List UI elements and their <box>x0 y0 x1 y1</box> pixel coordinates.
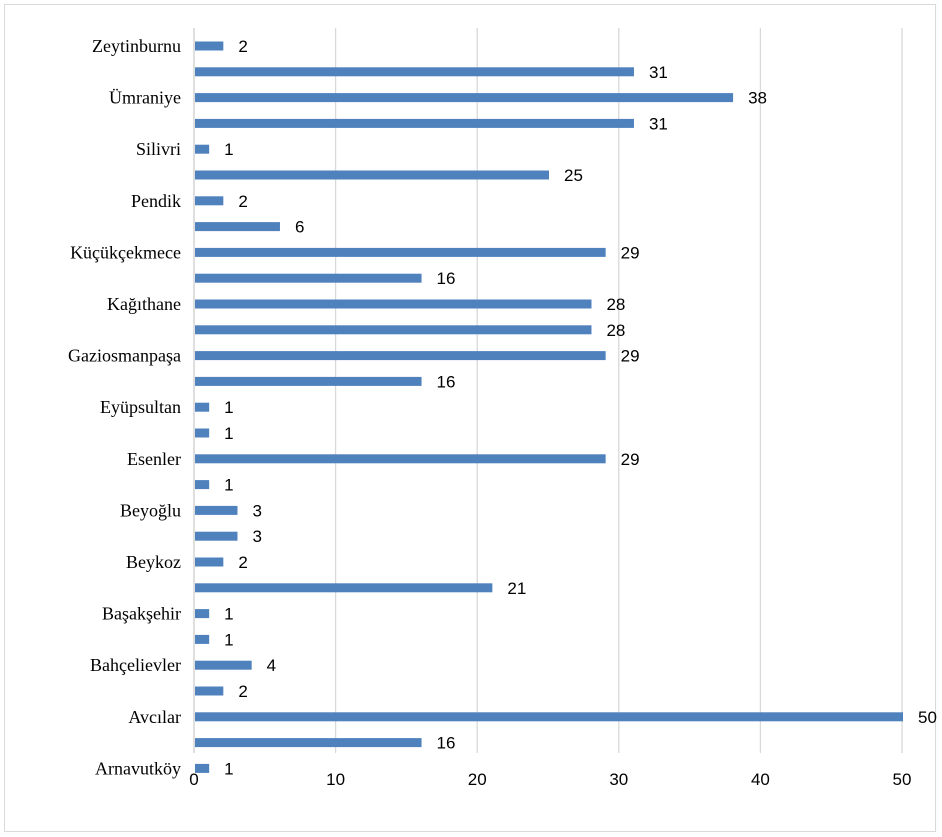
category-label: Gaziosmanpaşa <box>68 346 181 366</box>
category-label: Beyoğlu <box>120 500 181 520</box>
bar <box>195 144 210 154</box>
bar <box>195 376 422 386</box>
bar <box>195 325 592 335</box>
data-label: 4 <box>267 656 276 675</box>
category-label: Ümraniye <box>109 88 181 108</box>
bar <box>195 557 224 567</box>
data-label: 28 <box>606 295 625 314</box>
bar <box>195 170 549 180</box>
bar <box>195 738 422 748</box>
data-label: 1 <box>224 424 233 443</box>
bar <box>195 41 224 51</box>
data-label: 6 <box>295 218 304 237</box>
data-label: 3 <box>252 501 261 520</box>
category-label: Zeytinburnu <box>92 36 181 56</box>
bar <box>195 480 210 490</box>
gridlines <box>193 28 903 753</box>
bar <box>195 428 210 438</box>
data-label: 25 <box>564 166 583 185</box>
category-label: Kağıthane <box>107 294 181 314</box>
bar-chart: 0 10 20 30 40 502Zeytinburnu3138Ümraniye311Si… <box>68 28 937 789</box>
category-label: Küçükçekmece <box>70 242 181 262</box>
data-label: 1 <box>224 759 233 778</box>
data-label: 50 <box>918 708 937 727</box>
x-tick-label: 30 <box>609 770 628 789</box>
bar <box>195 763 210 773</box>
bar <box>195 196 224 206</box>
bars <box>195 41 903 773</box>
data-label: 28 <box>606 321 625 340</box>
data-label: 16 <box>437 372 456 391</box>
data-label: 3 <box>252 527 261 546</box>
x-tick-label: 20 <box>468 770 487 789</box>
data-label: 31 <box>649 114 668 133</box>
bar <box>195 609 210 619</box>
category-label: Esenler <box>127 449 181 469</box>
data-label: 31 <box>649 63 668 82</box>
bar <box>195 454 606 464</box>
bar <box>195 247 606 257</box>
labels: 0 10 20 30 40 502Zeytinburnu3138Ümraniye311Si… <box>68 36 937 789</box>
bar <box>195 67 634 77</box>
data-label: 1 <box>224 605 233 624</box>
bar <box>195 686 224 696</box>
category-label: Eyüpsultan <box>100 397 181 417</box>
bar <box>195 93 734 103</box>
data-label: 16 <box>437 734 456 753</box>
bar <box>195 634 210 644</box>
bar <box>195 531 238 541</box>
bar <box>195 118 634 128</box>
chart-frame: 0 10 20 30 40 50 2 Zeytinburnu 31 38 Ümraniye 31 1 Si… <box>4 4 937 832</box>
bar <box>195 583 493 593</box>
category-label: Avcılar <box>128 707 181 727</box>
category-label: Arnavutköy <box>95 758 181 778</box>
bar <box>195 273 422 283</box>
x-tick-label: 40 <box>751 770 770 789</box>
data-label: 1 <box>224 630 233 649</box>
data-label: 2 <box>238 682 247 701</box>
category-label: Pendik <box>131 191 181 211</box>
category-label: Silivri <box>136 139 181 159</box>
data-label: 29 <box>621 347 640 366</box>
x-tick-label: 0 <box>189 770 198 789</box>
bar <box>195 299 592 309</box>
bar <box>195 351 606 361</box>
data-label: 2 <box>238 553 247 572</box>
data-label: 29 <box>621 450 640 469</box>
category-label: Başakşehir <box>102 604 181 624</box>
x-tick-label: 10 <box>326 770 345 789</box>
data-label: 2 <box>238 37 247 56</box>
data-label: 16 <box>437 269 456 288</box>
data-label: 2 <box>238 192 247 211</box>
bar <box>195 402 210 412</box>
data-label: 1 <box>224 476 233 495</box>
data-label: 1 <box>224 140 233 159</box>
x-tick-label: 50 <box>893 770 912 789</box>
category-label: Bahçelievler <box>90 655 181 675</box>
data-label: 38 <box>748 89 767 108</box>
bar <box>195 222 280 232</box>
bar <box>195 505 238 515</box>
data-label: 21 <box>507 579 526 598</box>
category-label: Beykoz <box>126 552 181 572</box>
data-label: 29 <box>621 243 640 262</box>
data-label: 1 <box>224 398 233 417</box>
bar <box>195 660 252 670</box>
bar <box>195 712 903 722</box>
